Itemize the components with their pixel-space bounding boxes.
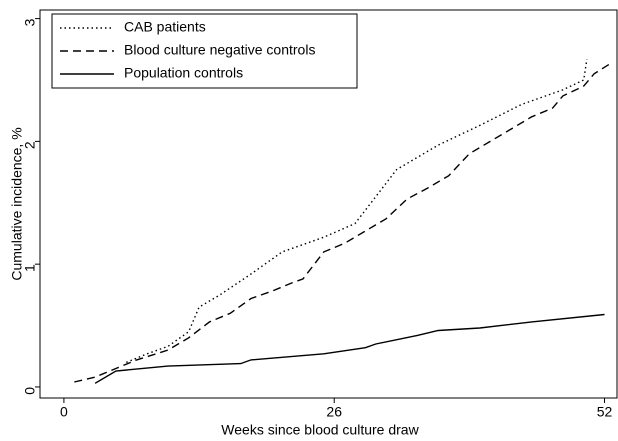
plot-frame [39,9,618,399]
x-tick-label: 26 [326,404,342,420]
x-tick-label: 52 [597,404,613,420]
legend-label: Population controls [124,65,243,81]
series-line [94,313,605,384]
y-tick-label: 3 [22,18,38,26]
x-axis-label: Weeks since blood culture draw [221,422,419,438]
series-line [126,58,588,364]
legend-label: CAB patients [124,19,206,35]
y-tick-label: 1 [22,264,38,272]
y-axis-label: Cumulative incidence, % [9,127,25,280]
legend-label: Blood culture negative controls [124,42,315,58]
y-tick-label: 2 [22,141,38,149]
y-tick-label: 0 [22,387,38,395]
x-tick-label: 0 [60,404,68,420]
series-line [74,63,611,383]
